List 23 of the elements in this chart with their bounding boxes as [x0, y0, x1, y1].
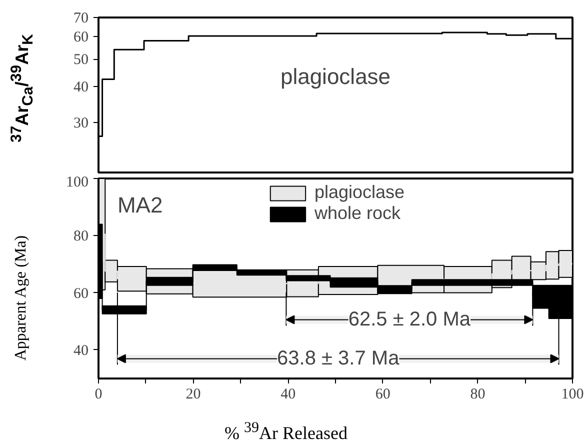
- x-tick-label: 60: [375, 386, 390, 402]
- x-tick-label: 20: [186, 386, 201, 402]
- y-tick-label: 60: [74, 30, 88, 46]
- y-tick-label: 80: [74, 228, 88, 245]
- annotation: plagioclase: [280, 64, 391, 89]
- band-label: 63.8 ± 3.7 Ma: [277, 348, 400, 370]
- legend-label: plagioclase: [314, 182, 405, 203]
- band-label: 62.5 ± 2.0 Ma: [348, 308, 472, 331]
- y-tick-label: 40: [74, 80, 88, 96]
- x-tick-label: 100: [561, 386, 584, 402]
- x-tick-label: 0: [94, 386, 102, 402]
- x-tick-label: 80: [470, 386, 486, 402]
- x-axis-title: % $^{39}$Ar Released: [224, 420, 348, 444]
- y-tick-label: 60: [74, 286, 88, 302]
- y-tick-label: 30: [74, 115, 88, 132]
- legend-label: whole rock: [314, 203, 401, 224]
- y-tick-label: 100: [66, 174, 88, 190]
- annotation: MA2: [117, 192, 163, 218]
- y-tick-label: 70: [74, 10, 88, 26]
- x-tick-label: 40: [280, 386, 296, 402]
- y-axis-title: Apparent Age (Ma): [13, 235, 31, 361]
- y-tick-label: 50: [74, 52, 88, 68]
- y-tick-label: 40: [74, 342, 88, 359]
